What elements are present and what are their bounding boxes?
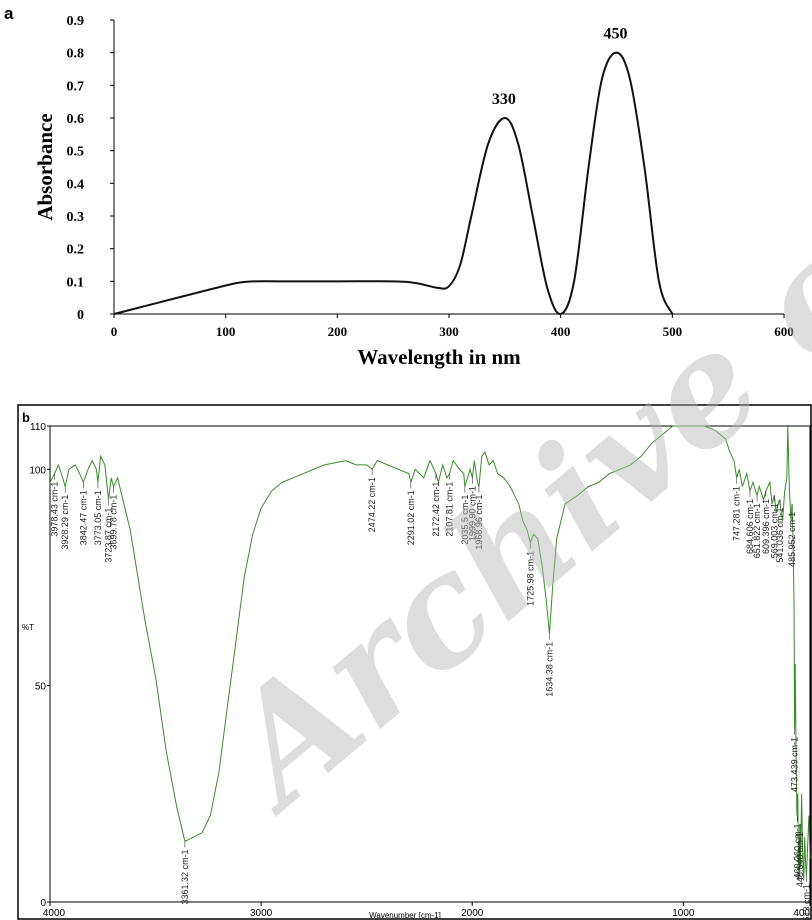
x-tick-label: 200 <box>328 324 348 339</box>
peak-label: 417.513 cm-1 <box>801 884 811 920</box>
x-tick-label: 4000 <box>43 908 66 919</box>
peak-label: 3699.78 cm-1 <box>109 495 119 550</box>
peak-label: 460.060 cm-1 <box>792 823 802 878</box>
x-tick-label: 300 <box>439 324 459 339</box>
y-tick-label: 0.4 <box>67 177 85 192</box>
y-tick-label: 110 <box>30 422 46 433</box>
peak-label: 684.606 cm-1 <box>745 499 755 554</box>
peak-label: 3842.47 cm-1 <box>78 490 88 545</box>
peak-label: 2172.42 cm-1 <box>431 482 441 537</box>
y-tick-label: 0 <box>40 898 46 909</box>
transmittance-series-line <box>49 425 811 881</box>
y-tick-label: 0.8 <box>67 47 85 62</box>
y-tick-label: 0.5 <box>67 145 85 160</box>
x-tick-label: 1000 <box>672 908 695 919</box>
y-tick-label: 0.1 <box>67 275 85 290</box>
plot-b-area <box>49 425 811 903</box>
x-axis-title: Wavenumber [cm-1] <box>369 911 441 920</box>
y-tick-label: 0.9 <box>67 14 85 29</box>
x-tick-label: 0 <box>111 324 118 339</box>
x-tick-label: 500 <box>663 324 683 339</box>
peak-label: 2107.81 cm-1 <box>445 482 455 537</box>
peak-label: 1999.90 cm-1 <box>467 486 477 541</box>
peak-label: 450 <box>604 26 628 43</box>
x-tick-label: 400 <box>793 908 810 919</box>
peak-label: 1968.96 cm-1 <box>474 495 484 550</box>
x-tick-label: 3000 <box>250 908 273 919</box>
absorbance-chart: 0 100 200 300 400 500 600 0 0.1 0.2 0.3 0.4 0.5 0.6 0.… <box>33 14 794 369</box>
x-tick-label: 600 <box>774 324 794 339</box>
peak-label: 651.822 cm-1 <box>752 503 762 558</box>
y-tick-label: 50 <box>35 682 47 693</box>
y-tick-label: 100 <box>29 465 46 476</box>
y-tick-label: 0.2 <box>67 243 85 258</box>
peak-label: 330 <box>492 91 516 108</box>
y-tick-label: 0 <box>77 308 84 323</box>
peak-label: 747.281 cm-1 <box>732 486 742 541</box>
y-tick-label: 0.7 <box>67 79 85 94</box>
y-axis-title: %T <box>22 623 34 632</box>
panel-a-letter: a <box>4 4 14 23</box>
peak-label: 2474.22 cm-1 <box>367 477 377 532</box>
peak-label: 609.396 cm-1 <box>761 499 771 554</box>
x-axis-title: Wavelength in nm <box>357 345 521 369</box>
peak-label: 448.640 cm-1 <box>795 832 805 887</box>
peak-label: 3773.05 cm-1 <box>93 490 103 545</box>
y-tick-label: 0.6 <box>67 112 85 127</box>
peak-label: 1725.98 cm-1 <box>525 551 535 606</box>
absorbance-series-line <box>113 51 674 315</box>
peak-label: 2035.5 cm-1 <box>460 495 470 545</box>
x-tick-label: 2000 <box>461 908 484 919</box>
peak-label: 3723.87 cm-1 <box>103 508 113 563</box>
peak-label: 541.036 cm-1 <box>775 508 785 563</box>
x-tick-label: 400 <box>551 324 571 339</box>
y-tick-label: 0.3 <box>67 210 85 225</box>
x-tick-label: 100 <box>216 324 236 339</box>
y-axis-title: Absorbance <box>33 113 57 220</box>
peak-label: 3978.43 cm-1 <box>50 482 60 537</box>
peak-label: 3361.32 cm-1 <box>180 849 190 904</box>
peak-label: 485.952 cm-1 <box>787 512 797 567</box>
peak-label: 3928.29 cm-1 <box>60 495 70 550</box>
peak-label: 569.003 cm-1 <box>769 503 779 558</box>
peak-label: 1634.38 cm-1 <box>544 642 554 697</box>
panel-b-frame <box>17 404 812 920</box>
panel-b-letter: b <box>22 410 30 425</box>
peak-label: 473.439 cm-1 <box>790 737 800 792</box>
peak-label: 2291.02 cm-1 <box>406 490 416 545</box>
